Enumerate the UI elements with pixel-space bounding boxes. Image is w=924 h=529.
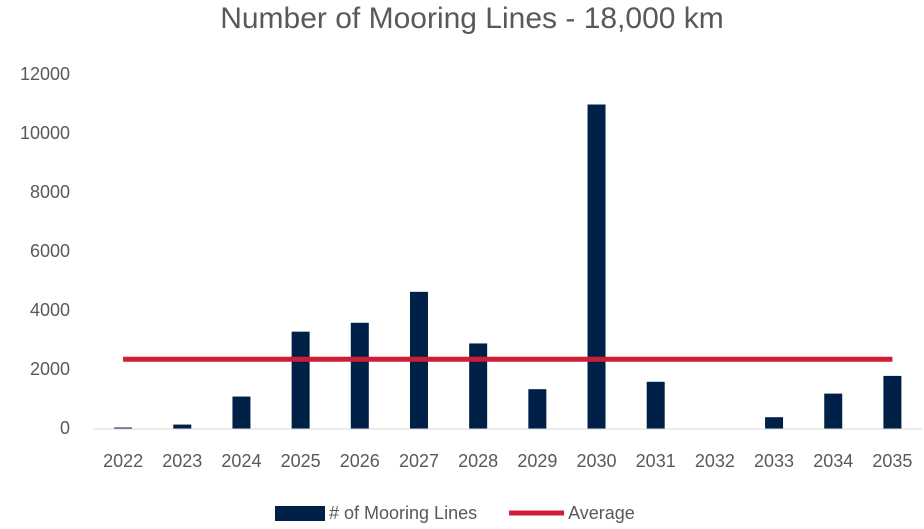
x-tick-label: 2033 xyxy=(754,451,794,471)
x-tick-label: 2024 xyxy=(221,451,261,471)
x-tick-label: 2023 xyxy=(162,451,202,471)
x-tick-label: 2022 xyxy=(103,451,143,471)
y-tick-label: 6000 xyxy=(30,241,70,261)
bar xyxy=(232,396,251,429)
x-tick-label: 2035 xyxy=(872,451,912,471)
y-tick-label: 12000 xyxy=(20,64,70,84)
x-tick-label: 2032 xyxy=(695,451,735,471)
chart-title: Number of Mooring Lines - 18,000 km xyxy=(220,2,724,35)
x-tick-label: 2034 xyxy=(813,451,853,471)
bar xyxy=(765,417,784,429)
bar xyxy=(528,389,547,429)
y-tick-label: 4000 xyxy=(30,300,70,320)
x-tick-label: 2028 xyxy=(458,451,498,471)
bar xyxy=(350,322,369,429)
legend-label: # of Mooring Lines xyxy=(329,503,477,523)
x-tick-label: 2030 xyxy=(576,451,616,471)
y-tick-label: 0 xyxy=(60,418,70,438)
legend-swatch xyxy=(275,506,325,521)
legend-label: Average xyxy=(568,503,635,523)
x-tick-label: 2027 xyxy=(399,451,439,471)
x-tick-label: 2031 xyxy=(636,451,676,471)
bar xyxy=(469,343,488,429)
x-tick-label: 2026 xyxy=(340,451,380,471)
y-tick-label: 2000 xyxy=(30,359,70,379)
y-tick-label: 8000 xyxy=(30,182,70,202)
y-tick-label: 10000 xyxy=(20,123,70,143)
x-tick-label: 2029 xyxy=(517,451,557,471)
bar xyxy=(824,393,843,429)
bar xyxy=(173,424,192,429)
bar xyxy=(883,375,902,429)
bar xyxy=(646,381,665,429)
x-tick-label: 2025 xyxy=(281,451,321,471)
bar xyxy=(114,427,133,429)
bar xyxy=(291,331,310,429)
bar xyxy=(587,104,606,429)
